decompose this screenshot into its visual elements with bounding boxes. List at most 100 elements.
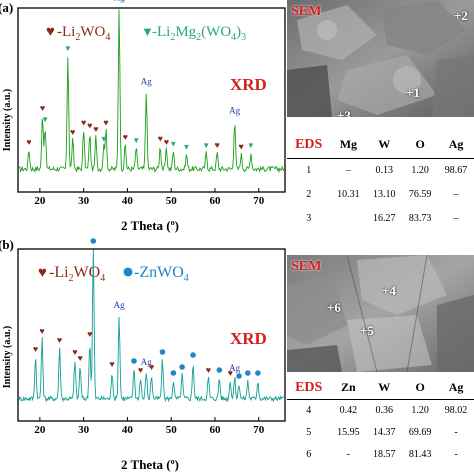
- panel-a: (a) ♥ -Li2WO4 ▼ -Li2Mg2(WO4)3 XRD Intens…: [0, 0, 474, 233]
- znwo4-peak-marker: [90, 238, 97, 244]
- znwo4-peak-marker: [255, 370, 261, 376]
- znwo4-peak-marker: [170, 370, 177, 376]
- sem-point-4: +4: [382, 283, 396, 298]
- eds-col-ag: Ag: [448, 137, 464, 152]
- table-row: 3 16.27 83.73 –: [287, 206, 474, 230]
- table-cell: 98.67: [444, 164, 468, 176]
- table-cell: [330, 206, 366, 230]
- table-cell: 3: [306, 212, 312, 224]
- table-cell: 1.20: [411, 164, 429, 176]
- li2wo4-peak-marker: ♥: [206, 365, 211, 375]
- li2wo4-peak-marker: ♥: [40, 103, 45, 113]
- sem-texture-b: [287, 255, 474, 372]
- table-row: 4 0.42 0.36 1.20 98.02: [287, 399, 474, 421]
- table-cell: 4: [306, 404, 312, 416]
- mg-phase-peak-marker: ▼: [247, 141, 255, 150]
- znwo4-peak-marker: [236, 373, 242, 379]
- x-tick-label: 40: [122, 195, 134, 207]
- li2wo4-peak-marker: ♥: [149, 362, 154, 372]
- eds-table-b: EDS Zn W O Ag 4 0.42 0.36 1.20 98.02 5 1…: [287, 377, 474, 465]
- li2wo4-peak-marker: ♥: [93, 124, 98, 134]
- li2wo4-peak-marker: ♥: [57, 335, 62, 345]
- y-axis-label-b: Intensity (a.u.): [2, 326, 13, 389]
- sem-texture-a: [287, 0, 474, 117]
- legend-li2wo4-label: -Li2WO4: [57, 24, 110, 43]
- table-cell: –: [453, 212, 459, 224]
- eds-col-zn: Zn: [341, 380, 356, 395]
- x-tick-label: 60: [209, 424, 221, 436]
- mg-phase-peak-marker: ▼: [169, 139, 177, 148]
- li2wo4-peak-marker: ♥: [77, 353, 82, 363]
- legend-li2wo4-marker-b: ♥: [38, 265, 47, 281]
- mg-phase-peak-marker: ▼: [100, 135, 108, 144]
- plot-frame: [17, 248, 286, 422]
- eds-col-o: O: [415, 137, 425, 152]
- y-axis-label-a: Intensity (a.u.): [2, 89, 13, 152]
- znwo4-peak-marker: [190, 352, 196, 358]
- legend-znwo4-label: -ZnWO4: [134, 264, 189, 284]
- li2wo4-peak-marker: ♥: [81, 117, 86, 127]
- table-cell: 98.02: [444, 404, 468, 416]
- li2wo4-peak-marker: ♥: [87, 329, 92, 339]
- table-cell: –: [453, 188, 459, 200]
- plot-area-b: 20 30 40 50 60 70♥♥♥♥♥♥♥Ag♥Ag♥ ♥ ♥Ag: [17, 238, 286, 436]
- x-axis-label-b: 2 Theta (o): [121, 457, 179, 472]
- x-tick-label: 40: [122, 424, 134, 436]
- table-cell: 1.20: [411, 404, 429, 416]
- panel-label-a: (a): [0, 0, 13, 15]
- eds-header-row-a: EDS Mg W O Ag: [287, 132, 474, 158]
- table-cell: 18.57: [373, 448, 396, 460]
- table-cell: 2: [306, 188, 312, 200]
- eds-col-o-b: O: [415, 380, 425, 395]
- eds-col-mg: Mg: [339, 137, 358, 152]
- znwo4-peak-marker: [216, 367, 223, 373]
- xrd-pattern-line: [18, 9, 285, 174]
- ag-peak-label: Ag: [141, 77, 152, 87]
- table-cell: 1: [306, 164, 312, 176]
- eds-title-b: EDS: [295, 379, 323, 395]
- mg-phase-peak-marker: ▼: [183, 143, 191, 152]
- li2wo4-peak-marker: ♥: [70, 127, 75, 137]
- ag-peak-label: Ag: [141, 357, 152, 367]
- table-row: 6 - 18.57 81.43 -: [287, 443, 474, 465]
- eds-col-ag-b: Ag: [448, 380, 464, 395]
- legend-b: ♥ -Li2WO4 -ZnWO4: [38, 264, 189, 284]
- table-cell: 5: [306, 426, 312, 438]
- sem-point-2: +2: [454, 8, 468, 23]
- li2wo4-peak-marker: ♥: [103, 117, 108, 127]
- table-cell: 76.59: [408, 188, 432, 200]
- znwo4-peak-marker: [159, 349, 166, 355]
- table-cell: 83.73: [408, 212, 432, 224]
- table-cell: 0.42: [339, 404, 358, 416]
- table-row: 5 15.95 14.37 69.69 -: [287, 421, 474, 443]
- table-cell: 6: [306, 448, 312, 460]
- xrd-chart-b: (b) ♥ -Li2WO4 -ZnWO4 XRD Intensity (a.u.…: [0, 237, 286, 472]
- mg-phase-peak-marker: ▼: [132, 136, 140, 145]
- sem-image-a: SEM +1 +2 +3: [287, 0, 474, 117]
- x-tick-label: 30: [78, 424, 90, 436]
- li2wo4-peak-marker: ♥: [214, 140, 219, 150]
- sem-point-5: +5: [360, 323, 374, 338]
- table-cell: 0.13: [375, 164, 394, 176]
- sem-label-a: SEM: [291, 4, 322, 19]
- table-cell: 10.31: [337, 188, 360, 200]
- x-axis-label-a: 2 Theta (o): [121, 218, 179, 233]
- table-cell: 16.27: [373, 212, 396, 224]
- eds-title-a: EDS: [295, 136, 323, 152]
- mg-phase-peak-marker: ▼: [64, 44, 72, 53]
- x-tick-label: 50: [166, 424, 178, 436]
- legend-li2wo4-label-b: -Li2WO4: [49, 264, 105, 284]
- sem-point-3: +3: [337, 108, 351, 117]
- table-row: 2 10.31 13.10 76.59 –: [287, 182, 474, 206]
- x-tick-label: 20: [34, 424, 46, 436]
- table-cell: 15.95: [337, 426, 360, 438]
- sem-point-1: +1: [406, 85, 420, 100]
- li2wo4-peak-marker: ♥: [158, 134, 163, 144]
- sem-image-b: SEM +4 +6 +5: [287, 255, 474, 372]
- legend-znwo4-marker: [123, 267, 133, 277]
- li2wo4-peak-marker: ♥: [228, 368, 233, 378]
- znwo4-peak-marker: [131, 358, 137, 364]
- li2wo4-peak-marker: ♥: [87, 121, 92, 131]
- table-cell: 0.36: [375, 404, 394, 416]
